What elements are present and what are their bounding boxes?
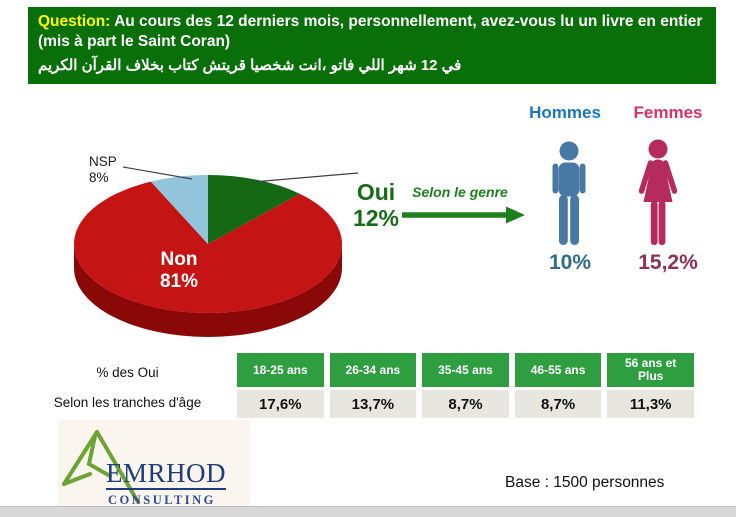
- man-icon: [548, 141, 590, 251]
- nsp-leader-line: [122, 166, 193, 180]
- pie-slice-non: [74, 181, 343, 314]
- oui-name: Oui: [356, 179, 396, 205]
- femmes-label: Femmes: [633, 103, 703, 122]
- age-header-26-34: 26-34 ans: [329, 353, 417, 387]
- age-header-35-45: 35-45 ans: [422, 353, 509, 387]
- nsp-value: 8%: [89, 170, 109, 185]
- emrhod-logo: EMRHOD CONSULTING: [58, 420, 250, 508]
- question-text-fr: Au cours des 12 derniers mois, personnel…: [38, 13, 703, 51]
- age-header-46-55: 46-55 ans: [514, 353, 602, 387]
- gender-arrow-label: Selon le genre: [412, 184, 508, 200]
- logo-name: EMRHOD: [106, 458, 227, 490]
- gender-arrow-head: [506, 206, 525, 224]
- femmes-percentage: 15,2%: [638, 251, 698, 274]
- woman-icon: [636, 139, 680, 251]
- age-header-56-plus: 56 ans et Plus: [607, 353, 694, 387]
- non-value: 81%: [159, 271, 199, 292]
- nsp-name: NSP: [89, 154, 117, 169]
- age-value-18-25: 17,6%: [237, 390, 324, 418]
- age-value-46-55: 8,7%: [514, 390, 602, 418]
- logo-subtitle: CONSULTING: [108, 493, 216, 507]
- age-table-header-row: 18-25 ans 26-34 ans 35-45 ans 46-55 ans …: [237, 353, 694, 387]
- question-box: Question: Au cours des 12 derniers mois,…: [28, 7, 716, 84]
- question-text-arabic: في 12 شهر اللي فاتو ،انت شخصيا قريتش كتا…: [38, 56, 462, 74]
- base-note: Base : 1500 personnes: [505, 474, 665, 491]
- age-header-18-25: 18-25 ans: [237, 353, 324, 387]
- pie-slice-nsp: [150, 175, 208, 244]
- question-label: Question:: [38, 13, 111, 30]
- age-value-35-45: 8,7%: [422, 390, 509, 418]
- pie-slice-oui: [208, 175, 300, 244]
- age-table-value-row: 17,6% 13,7% 8,7% 8,7% 11,3%: [237, 390, 694, 418]
- age-value-56-plus: 11,3%: [607, 390, 694, 418]
- pie-label-non: Non 81%: [129, 249, 229, 293]
- oui-value: 12%: [352, 205, 400, 231]
- hommes-label: Hommes: [529, 103, 601, 122]
- age-value-26-34: 13,7%: [329, 390, 417, 418]
- bottom-bar: [0, 506, 736, 517]
- pie-label-oui: Oui 12%: [336, 179, 416, 231]
- logo-triangle-icon: [62, 430, 140, 504]
- non-name: Non: [160, 249, 198, 270]
- hommes-percentage: 10%: [548, 251, 592, 274]
- age-table-row-label-line1: % des Oui: [96, 365, 159, 380]
- pie-label-nsp: NSP 8%: [89, 154, 133, 186]
- age-table-row-label-line2: Selon les tranches d'âge: [53, 395, 202, 410]
- question-text-french: Question: Au cours des 12 derniers mois,…: [38, 12, 706, 53]
